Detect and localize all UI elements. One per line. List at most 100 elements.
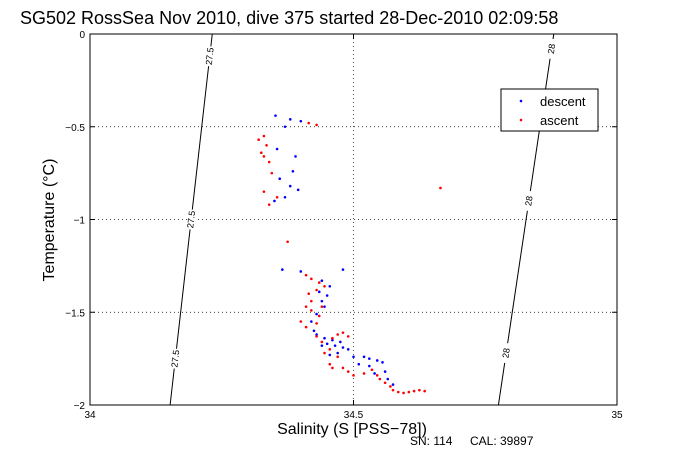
descent-point	[373, 372, 376, 375]
descent-point	[310, 320, 313, 323]
axis-ticks: 34 34.5 35 0 −0.5 −1 −1.5 −2	[65, 30, 623, 421]
ascent-point	[336, 355, 339, 359]
descent-point	[352, 355, 355, 359]
ascent-point	[310, 299, 313, 303]
descent-point	[315, 312, 318, 316]
descent-point	[288, 184, 292, 188]
ascent-point	[320, 340, 324, 344]
isopycnal-label: 27.5	[169, 349, 181, 368]
ascent-point	[267, 203, 271, 206]
ascent-point	[304, 325, 308, 329]
ascent-point	[286, 240, 289, 244]
descent-point	[320, 299, 324, 303]
ascent-point	[341, 366, 345, 370]
ascent-point	[317, 314, 321, 318]
ascent-point	[310, 309, 313, 312]
ascent-point	[346, 370, 350, 373]
descent-point	[339, 340, 342, 344]
ascent-point	[423, 389, 426, 393]
legend-descent-marker	[519, 99, 523, 103]
descent-point	[391, 383, 395, 386]
ascent-point	[259, 151, 263, 155]
descent-point	[278, 177, 282, 180]
descent-point	[312, 329, 316, 333]
y-axis-label: Temperature (°C)	[41, 159, 58, 282]
x-tick-label: 34.5	[344, 410, 364, 421]
descent-point	[299, 119, 303, 123]
ascent-point	[267, 160, 271, 164]
y-tick-label: −1.5	[65, 308, 85, 319]
descent-point	[296, 188, 300, 192]
isopycnal-label-bg	[546, 38, 557, 60]
x-tick-label: 34	[84, 410, 96, 421]
ascent-point	[418, 388, 421, 392]
descent-point	[368, 357, 371, 360]
ascent-point	[378, 377, 382, 381]
descent-point	[294, 155, 297, 158]
ascent-point	[331, 336, 334, 340]
ascent-point	[375, 374, 379, 377]
ascent-point	[315, 123, 318, 127]
descent-point	[362, 355, 366, 359]
descent-point	[281, 268, 284, 271]
calibration-number: CAL: 39897	[470, 434, 534, 448]
ascent-point	[262, 155, 266, 158]
ascent-point	[407, 390, 411, 394]
ascent-point	[323, 351, 326, 355]
ascent-point	[307, 292, 311, 296]
isopycnal-label-bg	[186, 209, 197, 230]
descent-point	[375, 359, 379, 362]
ascent-point	[315, 335, 318, 338]
ascent-point	[262, 190, 266, 193]
ascent-point	[257, 138, 260, 142]
ascent-point	[262, 134, 266, 138]
ascent-point	[328, 348, 332, 351]
ascent-point	[389, 385, 392, 388]
isopycnal-label: 27.5	[185, 210, 197, 229]
descent-point	[274, 114, 277, 117]
ascent-point	[362, 372, 366, 375]
descent-point	[336, 351, 339, 355]
chart-title: SG502 RossSea Nov 2010, dive 375 started…	[20, 8, 558, 28]
ascent-point	[336, 333, 339, 336]
descent-point	[275, 147, 279, 151]
isopycnal-label-bg	[170, 348, 181, 370]
isopycnal-label: 28	[523, 195, 534, 206]
ascent-point	[352, 374, 355, 377]
descent-point	[320, 344, 324, 347]
descent-point	[383, 370, 387, 373]
x-tick-label: 35	[611, 410, 623, 421]
descent-point	[291, 169, 295, 173]
descent-point	[323, 336, 326, 340]
isopycnal-label-bg	[500, 342, 512, 364]
descent-point	[368, 364, 371, 368]
ascent-point	[307, 121, 311, 125]
descent-point	[325, 342, 329, 346]
isopycnal-lines: 27.5 27.5 27.5 28 28 28	[169, 33, 557, 406]
legend-box	[500, 88, 599, 132]
ascent-point	[328, 362, 332, 366]
isopycnal-label: 28	[546, 43, 557, 54]
descent-point	[299, 270, 303, 273]
descent-point	[357, 362, 361, 366]
descent-point	[273, 199, 276, 203]
descent-point	[381, 361, 384, 364]
descent-point	[328, 284, 332, 288]
y-tick-label: 0	[79, 30, 85, 41]
ascent-point	[270, 171, 274, 175]
y-tick-label: −2	[74, 401, 86, 412]
ascent-point	[275, 195, 279, 199]
ascent-point	[320, 305, 324, 308]
ascent-point	[304, 305, 308, 308]
descent-point	[317, 290, 321, 294]
y-tick-label: −0.5	[65, 123, 85, 134]
descent-point	[320, 279, 324, 283]
ascent-point	[396, 390, 400, 394]
x-axis-label: Salinity (S [PSS−78])	[277, 421, 427, 438]
ascent-point	[391, 388, 395, 392]
legend: descent ascent	[500, 88, 599, 132]
descent-point	[331, 338, 334, 342]
ascent-point	[346, 335, 350, 338]
descent-point	[323, 305, 326, 308]
